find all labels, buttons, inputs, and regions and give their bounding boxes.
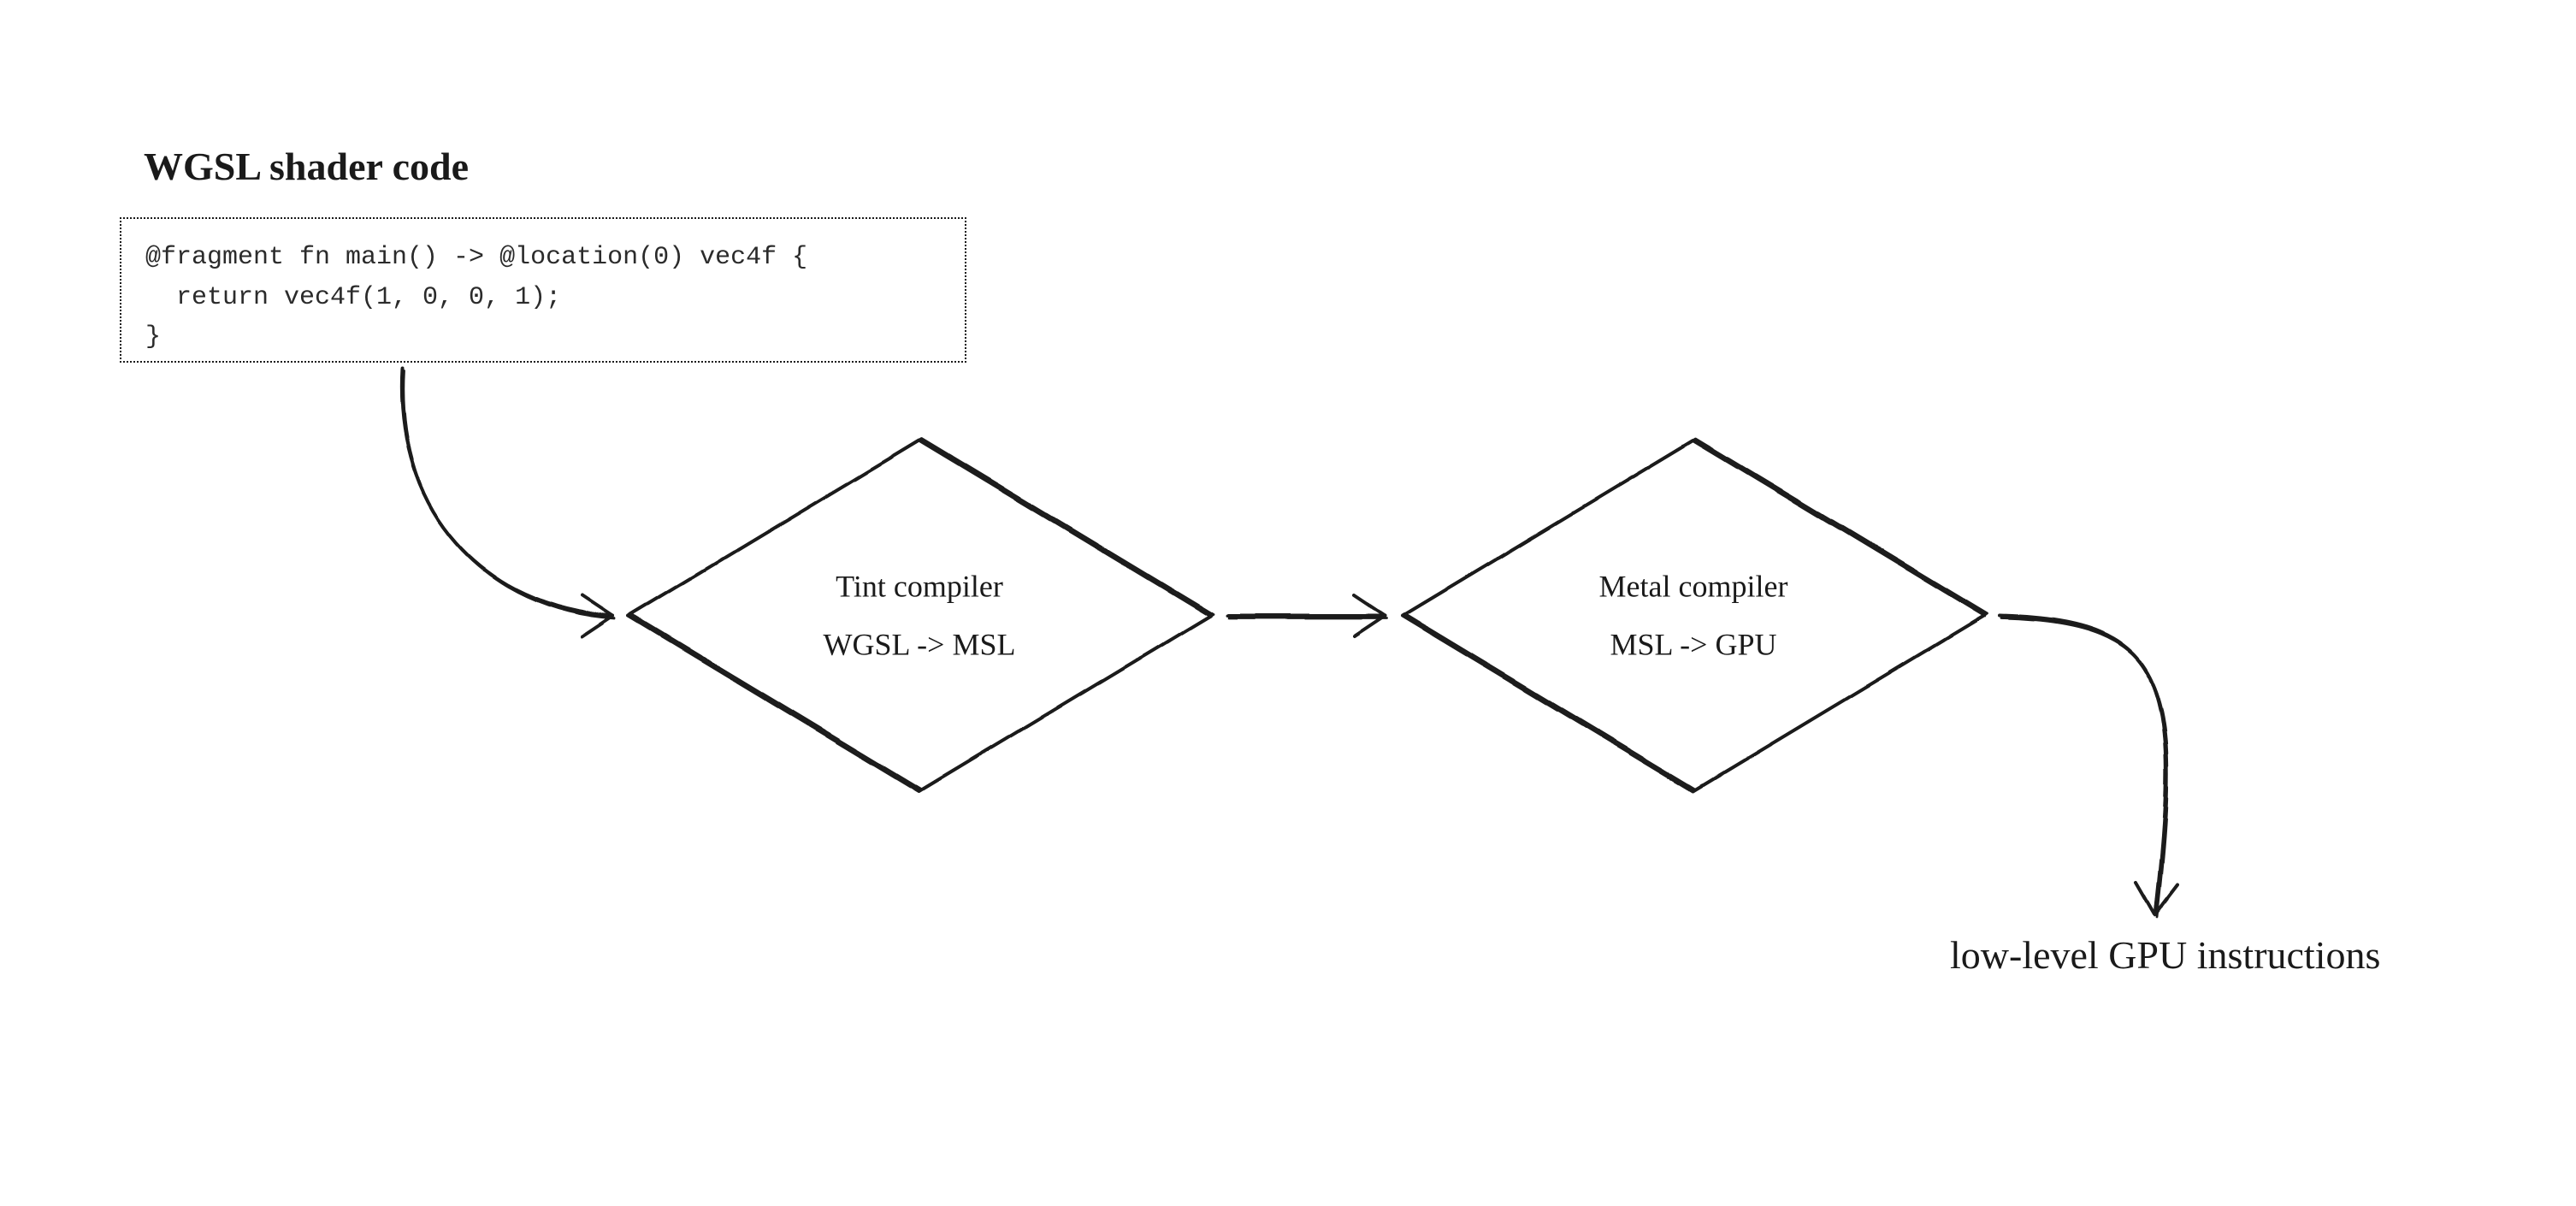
metal-line1: Metal compiler (1403, 558, 1984, 616)
diagram-canvas: WGSL shader code @fragment fn main() -> … (0, 0, 2576, 1206)
wgsl-title: WGSL shader code (144, 144, 469, 189)
code-box: @fragment fn main() -> @location(0) vec4… (120, 217, 966, 363)
tint-compiler-node: Tint compiler WGSL -> MSL (629, 440, 1210, 791)
tint-line1: Tint compiler (629, 558, 1210, 616)
metal-line2: MSL -> GPU (1403, 616, 1984, 674)
tint-line2: WGSL -> MSL (629, 616, 1210, 674)
tint-compiler-label: Tint compiler WGSL -> MSL (629, 558, 1210, 675)
metal-compiler-label: Metal compiler MSL -> GPU (1403, 558, 1984, 675)
metal-compiler-node: Metal compiler MSL -> GPU (1403, 440, 1984, 791)
output-label: low-level GPU instructions (1950, 932, 2380, 978)
